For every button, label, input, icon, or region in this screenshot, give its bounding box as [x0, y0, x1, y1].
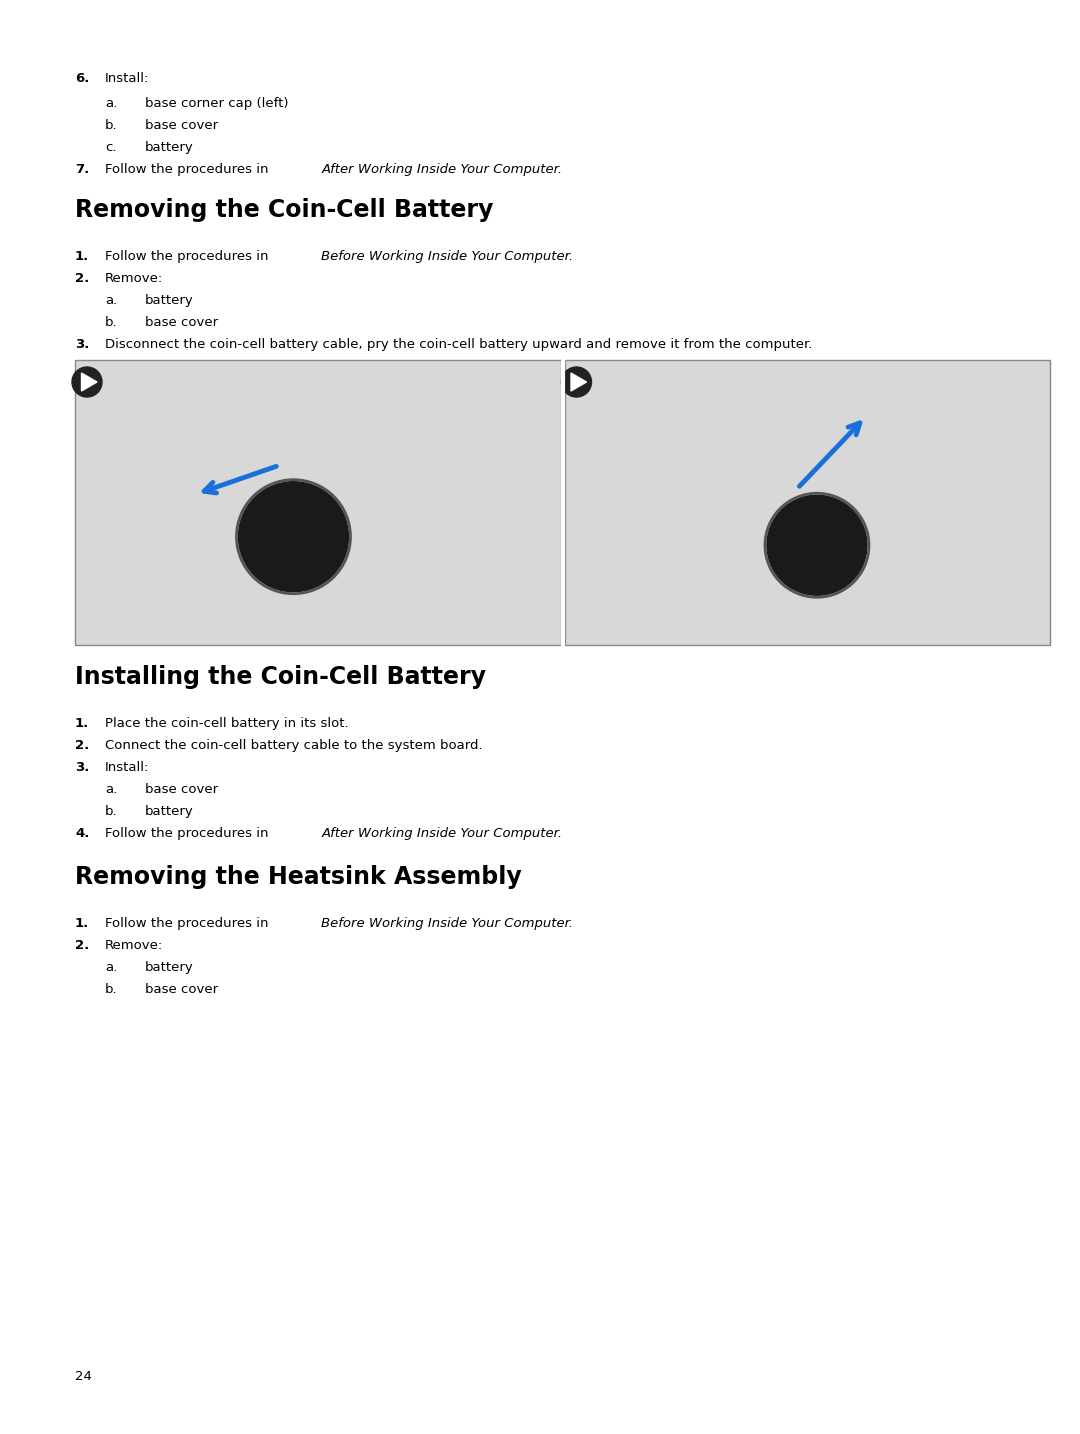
Text: Install:: Install:: [105, 761, 149, 774]
Text: 2.: 2.: [75, 739, 90, 751]
Text: battery: battery: [145, 141, 193, 153]
Text: 1.: 1.: [75, 717, 90, 730]
Text: b.: b.: [105, 982, 118, 997]
Text: Installing the Coin-Cell Battery: Installing the Coin-Cell Battery: [75, 665, 486, 688]
Text: b.: b.: [105, 804, 118, 817]
Text: 1.: 1.: [75, 916, 90, 931]
Circle shape: [767, 495, 867, 595]
Text: Follow the procedures in: Follow the procedures in: [105, 916, 273, 931]
Text: 6.: 6.: [75, 72, 90, 85]
Text: Before Working Inside Your Computer.: Before Working Inside Your Computer.: [322, 250, 573, 262]
Text: b.: b.: [105, 315, 118, 328]
Text: base cover: base cover: [145, 982, 218, 997]
Text: a.: a.: [105, 961, 118, 974]
Text: Install:: Install:: [105, 72, 149, 85]
Bar: [565, 360, 1050, 645]
Text: base corner cap (left): base corner cap (left): [145, 98, 288, 110]
Text: Remove:: Remove:: [105, 272, 163, 285]
Text: 2.: 2.: [75, 272, 90, 285]
Text: battery: battery: [145, 961, 193, 974]
Text: 4.: 4.: [75, 827, 90, 840]
Text: battery: battery: [145, 804, 193, 817]
Text: c.: c.: [105, 141, 117, 153]
Text: battery: battery: [145, 294, 193, 307]
Text: 2.: 2.: [75, 939, 90, 952]
Text: Follow the procedures in: Follow the procedures in: [105, 163, 273, 176]
Circle shape: [562, 367, 592, 397]
Text: Before Working Inside Your Computer.: Before Working Inside Your Computer.: [322, 916, 573, 931]
Text: 24: 24: [75, 1369, 92, 1382]
Polygon shape: [571, 373, 586, 391]
Text: Remove:: Remove:: [105, 939, 163, 952]
Text: Removing the Heatsink Assembly: Removing the Heatsink Assembly: [75, 865, 522, 889]
Text: Disconnect the coin-cell battery cable, pry the coin-cell battery upward and rem: Disconnect the coin-cell battery cable, …: [105, 338, 812, 351]
Text: a.: a.: [105, 98, 118, 110]
Text: b.: b.: [105, 119, 118, 132]
Text: Connect the coin-cell battery cable to the system board.: Connect the coin-cell battery cable to t…: [105, 739, 483, 751]
Text: Place the coin-cell battery in its slot.: Place the coin-cell battery in its slot.: [105, 717, 349, 730]
Text: a.: a.: [105, 294, 118, 307]
Text: Follow the procedures in: Follow the procedures in: [105, 827, 273, 840]
Circle shape: [72, 367, 102, 397]
Text: After Working Inside Your Computer.: After Working Inside Your Computer.: [322, 163, 563, 176]
Text: base cover: base cover: [145, 119, 218, 132]
Bar: [75, 360, 561, 645]
Text: a.: a.: [105, 783, 118, 796]
Text: Removing the Coin-Cell Battery: Removing the Coin-Cell Battery: [75, 198, 494, 222]
Text: After Working Inside Your Computer.: After Working Inside Your Computer.: [322, 827, 563, 840]
Text: 7.: 7.: [75, 163, 90, 176]
Text: base cover: base cover: [145, 315, 218, 328]
Text: base cover: base cover: [145, 783, 218, 796]
Text: 3.: 3.: [75, 338, 90, 351]
Circle shape: [239, 482, 349, 592]
Text: 1.: 1.: [75, 250, 90, 262]
Text: 3.: 3.: [75, 761, 90, 774]
Polygon shape: [81, 373, 97, 391]
Text: Follow the procedures in: Follow the procedures in: [105, 250, 273, 262]
